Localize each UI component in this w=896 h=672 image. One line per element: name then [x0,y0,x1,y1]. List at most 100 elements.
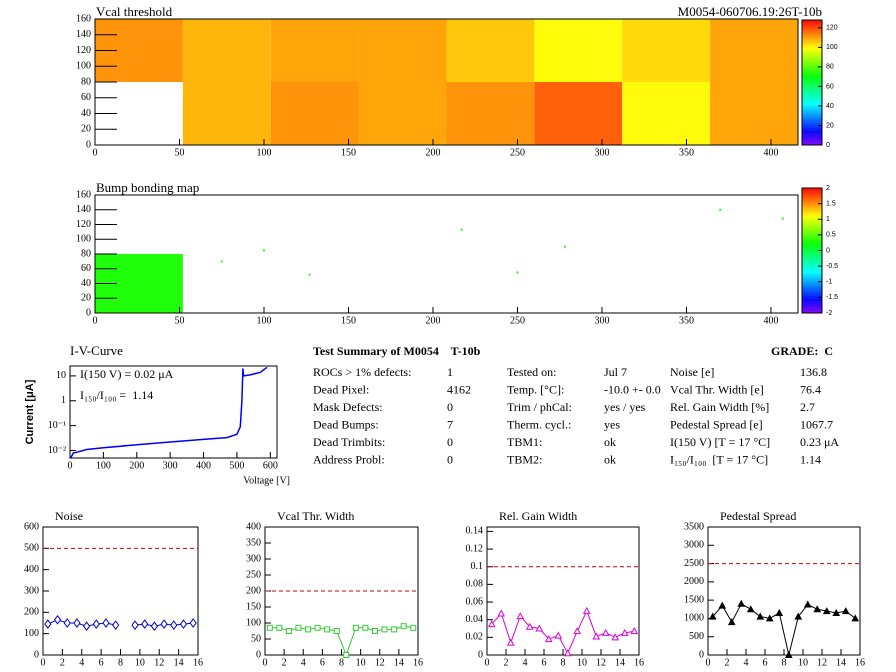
marker [73,618,81,628]
colorbar-step [802,255,822,259]
colorbar-step [802,308,822,311]
summary-value: 2.7 [800,400,815,414]
x-tick-label: 2 [60,657,65,668]
x-tick-label: 100 [256,315,271,326]
y-tick-label: 2500 [684,558,704,569]
colorbar-step [802,45,822,48]
colorbar-step [802,87,822,91]
colorbar-step [802,85,822,88]
x-tick-label: 6 [542,657,547,668]
colorbar-step [802,112,822,116]
colorbar-tick-label: 100 [826,44,838,51]
summary-label: Mask Defects: [313,400,383,414]
summary-value: 1067.7 [800,417,833,431]
y-tick-label: 0 [86,307,91,318]
marker [525,622,534,630]
marker [487,620,496,628]
marker [141,619,149,629]
colorbar-step [802,238,822,241]
x-tick-label: 150 [341,315,356,326]
colorbar-tick-label: 2 [826,185,830,192]
colorbar-step [802,270,822,274]
y-tick-label: 0 [478,649,483,660]
x-tick-label: 350 [679,147,694,158]
marker [620,628,629,636]
colorbar-step [802,253,822,256]
marker [775,608,784,616]
defect-point [220,260,223,263]
colorbar-step [802,140,822,143]
colorbar-tick-label: 40 [826,103,834,110]
colorbar-step [802,240,822,244]
summary-grade: GRADE: C [771,344,833,358]
summary-label: Address Probl: [313,452,385,466]
y-tick-label: 120 [76,45,91,56]
x-tick-label: 4 [301,657,306,668]
marker [170,620,178,630]
x-tick-label: 300 [594,147,609,158]
colorbar-step [802,275,822,279]
summary-value: 76.4 [800,382,821,396]
summary-value: ok [604,435,616,449]
colorbar-step [802,263,822,266]
x-tick-label: 14 [615,657,625,668]
x-tick-label: 16 [634,657,644,668]
colorbar-step [802,230,822,234]
x-tick-label: 14 [394,657,404,668]
roc-cell [710,19,798,82]
x-tick-label: 12 [596,657,606,668]
summary-label: Tested on: [507,365,556,379]
summary-title: Test Summary of M0054 T-10b [313,344,481,358]
summary-label: Vcal Thr. Width [e] [670,382,764,396]
x-tick-label: 50 [174,315,184,326]
summary-value: 1.14 [800,452,821,466]
x-tick-label: 0 [263,657,268,668]
summary-value: 136.8 [800,365,827,379]
colorbar-step [802,110,822,113]
x-tick-label: 8 [561,657,566,668]
colorbar-step [802,215,822,219]
colorbar-step [802,30,822,33]
roc-cell [446,19,535,82]
marker [391,626,398,633]
y-tick-label: 40 [81,108,91,119]
summary-value: Jul 7 [604,365,627,379]
colorbar-step [802,105,822,108]
colorbar-step [802,57,822,61]
y-tick-label: 80 [81,76,91,87]
roc-cell [446,82,535,145]
marker [295,624,302,631]
x-tick-label: 2 [504,657,509,668]
colorbar-step [802,250,822,254]
x-tick-label: 0 [68,460,73,471]
marker [784,650,793,658]
colorbar-step [802,268,822,271]
colorbar-step [802,213,822,216]
marker [746,605,755,613]
marker [601,628,610,636]
colorbar-tick-label: -1.5 [826,294,838,301]
marker [352,624,359,631]
colorbar-step [802,303,822,306]
marker [765,614,774,622]
y-tick-label: 120 [76,219,91,230]
colorbar-tick-label: -1 [826,279,832,286]
marker [179,619,188,629]
marker [727,618,736,626]
colorbar-step [802,120,822,123]
x-tick-label: 10 [356,657,366,668]
y-tick-label: 600 [24,521,39,532]
y-tick-label: 100 [246,617,261,628]
x-tick-label: 100 [256,147,271,158]
chart-title: Rel. Gain Width [499,509,577,523]
y-tick-label: 50 [251,633,261,644]
colorbar-step [802,135,822,138]
x-tick-label: 10 [798,657,808,668]
marker [794,612,803,620]
colorbar-step [802,72,822,76]
y-tick-label: 1 [61,395,66,406]
colorbar-step [802,198,822,201]
colorbar-step [802,248,822,251]
y-tick-label: 2000 [684,576,704,587]
